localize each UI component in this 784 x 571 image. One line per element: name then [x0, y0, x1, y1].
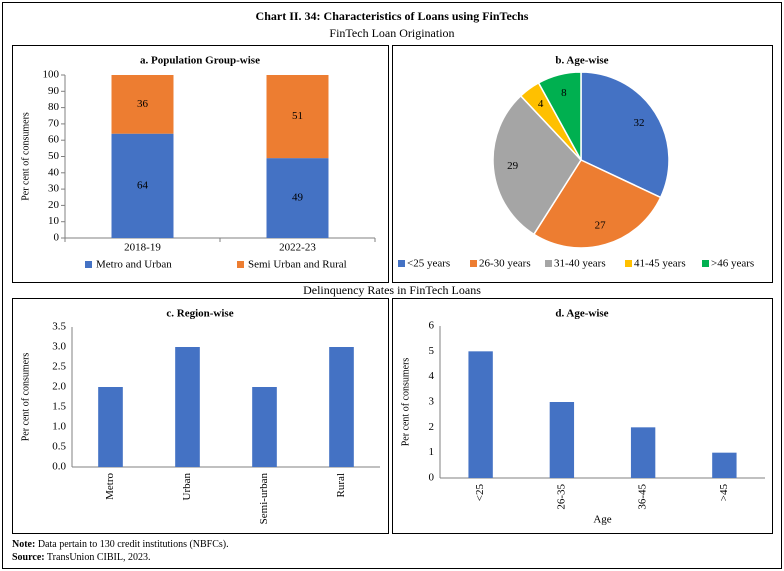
data-label: 32	[633, 117, 644, 129]
legend-label: 31-40 years	[554, 258, 606, 270]
x-tick-label: 26-35	[555, 484, 567, 510]
y-tick-label: 50	[48, 150, 60, 162]
bar-segment	[266, 75, 329, 159]
x-tick-label: Metro	[104, 473, 116, 500]
y-tick-label: 1.5	[52, 401, 66, 413]
legend-swatch	[702, 260, 709, 267]
bar	[175, 347, 200, 467]
x-tick-label: Rural	[335, 473, 347, 497]
y-tick-label: 40	[48, 166, 60, 178]
x-tick-label: 2022-23	[279, 242, 316, 254]
x-axis-title: Age	[593, 514, 611, 526]
note-text: Data pertain to 130 credit institutions …	[38, 539, 229, 550]
y-tick-label: 90	[48, 85, 60, 97]
section-title: Delinquency Rates in FinTech Loans	[303, 283, 481, 297]
x-tick-label: <25	[474, 484, 486, 502]
y-tick-label: 100	[43, 69, 60, 81]
y-tick-label: 20	[48, 199, 60, 211]
bar	[468, 351, 493, 478]
y-tick-label: 6	[429, 320, 435, 332]
bar	[329, 347, 354, 467]
y-tick-label: 0	[429, 472, 435, 484]
y-tick-label: 80	[48, 101, 60, 113]
y-tick-label: 3.0	[52, 341, 66, 353]
panel-title: a. Population Group-wise	[140, 55, 260, 67]
y-tick-label: 3.5	[52, 321, 66, 333]
y-tick-label: 0.0	[52, 461, 66, 473]
y-tick-label: 2.5	[52, 361, 66, 373]
figure-title: Chart II. 34: Characteristics of Loans u…	[256, 9, 529, 23]
y-tick-label: 2.0	[52, 381, 66, 393]
data-label: 49	[292, 192, 304, 204]
y-axis-title: Per cent of consumers	[20, 353, 31, 442]
legend-swatch	[398, 260, 405, 267]
pie-slice	[537, 71, 582, 161]
panel-frame	[12, 45, 389, 283]
data-label: 8	[561, 87, 567, 99]
y-tick-label: 3	[429, 396, 435, 408]
y-tick-label: 60	[48, 134, 60, 146]
source-text: TransUnion CIBIL, 2023.	[47, 552, 151, 563]
panel-frame	[392, 45, 773, 283]
x-tick-label: Semi-urban	[258, 473, 270, 525]
bar-segment	[111, 75, 174, 134]
legend-label: Metro and Urban	[96, 259, 172, 271]
y-tick-label: 2	[429, 421, 435, 433]
y-axis-title: Per cent of consumers	[20, 112, 31, 201]
legend-swatch	[625, 260, 632, 267]
legend-label: >46 years	[711, 258, 754, 270]
panel-title: d. Age-wise	[555, 308, 608, 320]
legend-swatch	[237, 261, 244, 268]
y-tick-label: 4	[429, 370, 435, 382]
panel-title: c. Region-wise	[166, 308, 233, 320]
legend-swatch	[470, 260, 477, 267]
panel-frame	[392, 298, 773, 534]
y-tick-label: 1	[429, 446, 435, 458]
legend-label: Semi Urban and Rural	[248, 259, 347, 271]
bar	[98, 387, 123, 467]
data-label: 51	[292, 110, 303, 122]
bar-segment	[266, 158, 329, 238]
y-tick-label: 70	[48, 117, 60, 129]
pie-slice	[492, 94, 582, 236]
bar	[252, 387, 277, 467]
source-label: Source:	[12, 552, 45, 563]
pie-slice	[580, 71, 670, 199]
figure-subtitle: FinTech Loan Origination	[329, 26, 454, 40]
legend-swatch	[545, 260, 552, 267]
y-axis-title: Per cent of consumers	[400, 358, 411, 447]
bar	[630, 427, 656, 478]
x-tick-label: >45	[718, 484, 730, 502]
data-label: 27	[595, 219, 607, 231]
y-tick-label: 30	[48, 183, 60, 195]
note: Note: Data pertain to 130 credit institu…	[12, 539, 229, 550]
legend-swatch	[85, 261, 92, 268]
bar	[549, 402, 575, 478]
data-label: 4	[538, 98, 544, 110]
panel-frame	[12, 298, 389, 534]
x-tick-label: 2018-19	[124, 242, 161, 254]
data-label: 36	[137, 98, 149, 110]
data-label: 64	[137, 179, 149, 191]
data-label: 29	[507, 160, 519, 172]
y-tick-label: 1.0	[52, 421, 66, 433]
note-label: Note:	[12, 539, 35, 550]
legend-label: 41-45 years	[634, 258, 686, 270]
source: Source: TransUnion CIBIL, 2023.	[12, 552, 150, 563]
bar	[712, 452, 737, 478]
y-tick-label: 10	[48, 215, 60, 227]
bar-segment	[111, 133, 174, 238]
legend-label: 26-30 years	[479, 258, 531, 270]
panel-title: b. Age-wise	[555, 55, 608, 67]
y-tick-label: 0.5	[52, 441, 66, 453]
pie-slice	[532, 159, 662, 249]
legend-label: <25 years	[407, 258, 450, 270]
y-tick-label: 5	[429, 345, 435, 357]
x-tick-label: Urban	[181, 473, 193, 501]
y-tick-label: 0	[54, 232, 60, 244]
x-tick-label: 36-45	[637, 484, 649, 510]
